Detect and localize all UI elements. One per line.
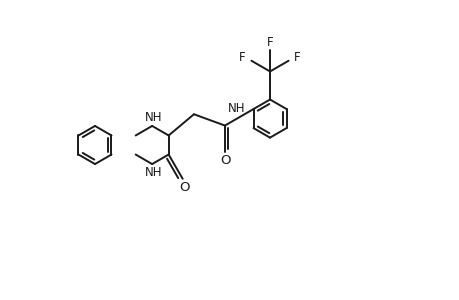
- Text: F: F: [266, 35, 273, 49]
- Text: F: F: [294, 51, 300, 64]
- Text: O: O: [179, 181, 190, 194]
- Text: O: O: [220, 154, 231, 167]
- Text: F: F: [239, 51, 245, 64]
- Text: NH: NH: [227, 102, 245, 115]
- Text: NH: NH: [144, 166, 162, 178]
- Text: NH: NH: [144, 111, 162, 124]
